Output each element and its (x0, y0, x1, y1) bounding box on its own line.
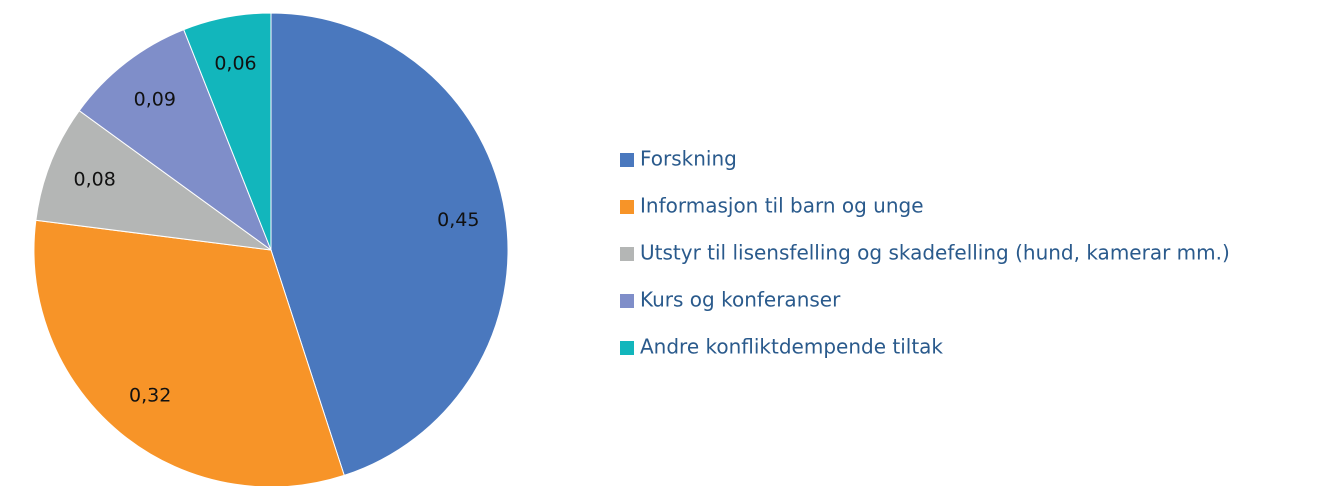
legend-label: Utstyr til lisensfelling og skadefelling… (640, 241, 1230, 265)
legend-label: Kurs og konferanser (640, 288, 841, 312)
legend-label: Informasjon til barn og unge (640, 194, 924, 218)
pie-slice (35, 109, 272, 251)
legend-label: Andre konfliktdempende tiltak (640, 335, 943, 359)
legend-swatch (620, 247, 634, 261)
legend-swatch (620, 341, 634, 355)
pie-slice (33, 219, 345, 486)
data-label: 0,32 (129, 385, 171, 407)
data-label: 0,08 (74, 169, 116, 191)
pie-slice (270, 12, 509, 477)
legend-swatch (620, 200, 634, 214)
data-label: 0,45 (437, 209, 479, 231)
data-label: 0,09 (134, 89, 176, 111)
data-label: 0,06 (214, 52, 256, 74)
legend-swatch (620, 153, 634, 167)
legend-label: Forskning (640, 147, 737, 171)
pie-slice (78, 28, 273, 252)
pie-slice (183, 12, 272, 251)
legend-swatch (620, 294, 634, 308)
